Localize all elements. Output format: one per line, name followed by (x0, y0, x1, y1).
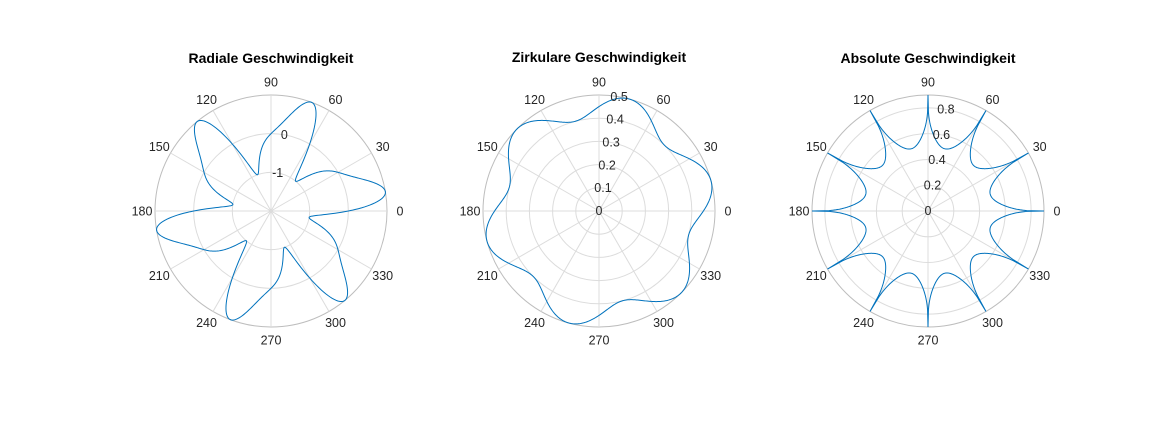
theta-tick-label: 120 (524, 93, 545, 107)
r-tick-label: 0.8 (937, 103, 954, 117)
r-tick-label: 0 (281, 128, 288, 142)
r-tick-label: 0.2 (598, 158, 615, 172)
grid-spoke (498, 210, 600, 270)
grid-spoke (598, 210, 700, 270)
theta-tick-label: 240 (524, 316, 545, 330)
r-tick-label: 0.3 (602, 136, 619, 150)
theta-tick-label: 90 (264, 76, 278, 90)
theta-tick-label: 90 (592, 76, 606, 90)
theta-tick-label: 120 (196, 93, 217, 107)
r-tick-label: 0.1 (594, 181, 611, 195)
grid-spoke (270, 210, 372, 270)
r-tick-label: 0.5 (610, 90, 627, 104)
grid-spoke (598, 110, 658, 212)
polar-chart-absolute: Absolute Geschwindigkeit 0 30 60 90 120 150 18… (789, 50, 1061, 348)
theta-tick-label: 150 (149, 140, 170, 154)
theta-tick-label: 30 (704, 140, 718, 154)
theta-tick-label: 210 (806, 269, 827, 283)
grid-spoke (270, 210, 330, 312)
r-tick-label: 0 (925, 204, 932, 218)
grid-spoke (540, 210, 600, 312)
chart-title: Zirkulare Geschwindigkeit (512, 49, 687, 65)
grid-spoke (869, 210, 929, 312)
theta-tick-label: 210 (149, 269, 170, 283)
r-tick-label: 0.2 (924, 179, 941, 193)
chart-title: Absolute Geschwindigkeit (840, 50, 1015, 66)
theta-tick-label: 0 (725, 205, 732, 219)
theta-tick-label: 330 (372, 269, 393, 283)
r-tick-label: 0 (596, 204, 603, 218)
theta-tick-label: 150 (806, 140, 827, 154)
grid-spoke (540, 110, 600, 212)
r-tick-label: 0.4 (928, 153, 945, 167)
theta-tick-label: 120 (853, 93, 874, 107)
grid-spoke (598, 152, 700, 212)
theta-tick-label: 0 (1054, 205, 1061, 219)
theta-tick-label: 300 (653, 316, 674, 330)
chart-title: Radiale Geschwindigkeit (189, 50, 354, 66)
series-line (811, 94, 1045, 328)
theta-tick-label: 30 (1033, 140, 1047, 154)
theta-tick-label: 240 (853, 316, 874, 330)
theta-tick-label: 330 (700, 269, 721, 283)
grid-spoke (270, 110, 330, 212)
grid-spoke (927, 210, 1029, 270)
grid-spoke (827, 152, 929, 212)
series-line (156, 101, 386, 321)
grid-spoke (927, 110, 987, 212)
grid-spoke (598, 210, 658, 312)
theta-tick-label: 180 (132, 205, 153, 219)
grid-spoke (212, 110, 272, 212)
r-tick-label: 0.4 (606, 113, 623, 127)
theta-tick-label: 270 (589, 334, 610, 348)
series-line (485, 97, 713, 325)
theta-tick-label: 210 (477, 269, 498, 283)
theta-tick-label: 270 (918, 334, 939, 348)
theta-tick-label: 270 (261, 334, 282, 348)
theta-tick-label: 0 (397, 205, 404, 219)
grid-spoke (170, 152, 272, 212)
theta-tick-label: 300 (982, 316, 1003, 330)
grid-spoke (927, 152, 1029, 212)
grid-spoke (270, 152, 372, 212)
polar-chart-radial: Radiale Geschwindigkeit 0 30 60 90 120 150 180… (132, 50, 404, 348)
theta-tick-label: 90 (921, 76, 935, 90)
grid-spoke (869, 110, 929, 212)
theta-tick-label: 60 (657, 93, 671, 107)
theta-tick-label: 30 (376, 140, 390, 154)
theta-tick-label: 150 (477, 140, 498, 154)
theta-tick-label: 60 (329, 93, 343, 107)
theta-tick-label: 300 (325, 316, 346, 330)
theta-tick-label: 330 (1029, 269, 1050, 283)
theta-tick-label: 240 (196, 316, 217, 330)
theta-tick-label: 180 (460, 205, 481, 219)
grid-spoke (498, 152, 600, 212)
grid-spoke (927, 210, 987, 312)
grid-spoke (170, 210, 272, 270)
theta-tick-label: 180 (789, 205, 810, 219)
grid-spoke (827, 210, 929, 270)
r-tick-label: 0.6 (933, 128, 950, 142)
grid-spoke (212, 210, 272, 312)
theta-tick-label: 60 (986, 93, 1000, 107)
r-tick-label: -1 (272, 166, 283, 180)
polar-chart-circular: Zirkulare Geschwindigkeit 0 30 60 90 120 150 1… (460, 49, 732, 348)
